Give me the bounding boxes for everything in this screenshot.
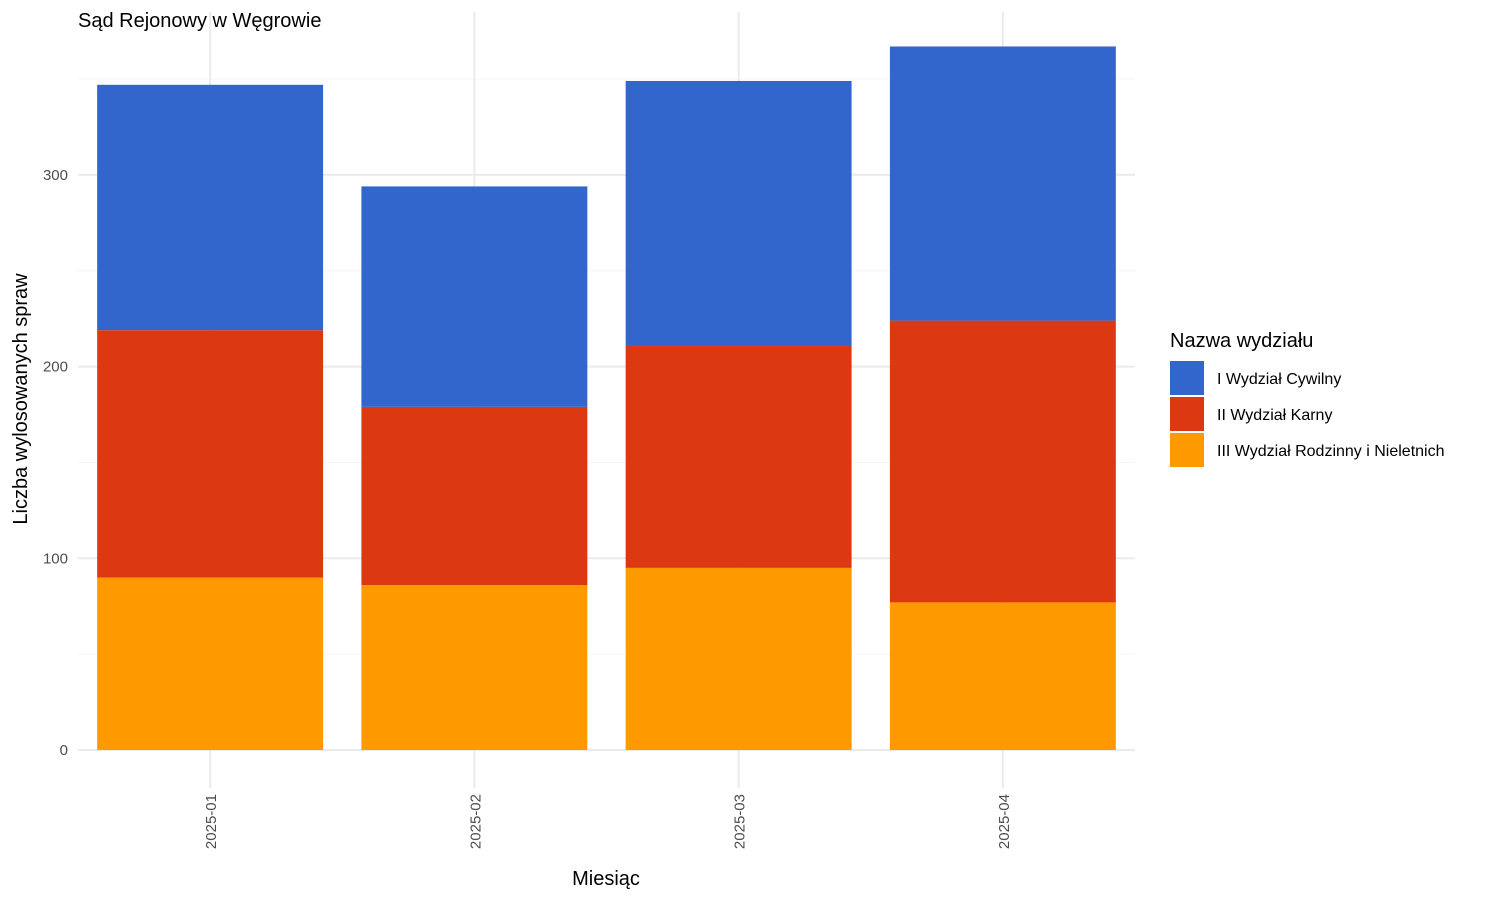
x-tick-label: 2025-01 (203, 794, 220, 849)
bar-segment-2025-02-series-2 (361, 186, 588, 407)
y-tick-label: 100 (43, 550, 68, 567)
x-tick-label: 2025-03 (732, 794, 749, 849)
legend-label: II Wydział Karny (1217, 407, 1332, 424)
bar-segment-2025-01-series-1 (97, 330, 324, 578)
bar-segment-2025-04-series-2 (889, 46, 1116, 321)
legend-title: Nazwa wydziału (1170, 330, 1313, 352)
x-tick-label: 2025-02 (467, 794, 484, 849)
legend-swatch (1170, 397, 1204, 431)
legend-label: I Wydział Cywilny (1217, 371, 1341, 388)
bar-segment-2025-03-series-0 (625, 567, 852, 750)
bar-segment-2025-02-series-1 (361, 406, 588, 586)
y-axis-title: Liczba wylosowanych spraw (10, 273, 32, 525)
bar-segment-2025-01-series-2 (97, 84, 324, 331)
bar-segment-2025-04-series-1 (889, 320, 1116, 603)
x-axis-title: Miesiąc (572, 868, 640, 890)
bars (97, 46, 1116, 750)
bar-segment-2025-01-series-0 (97, 577, 324, 750)
y-tick-label: 200 (43, 359, 68, 376)
y-axis-ticks: 0 100 200 300 (43, 167, 68, 759)
y-tick-label: 300 (43, 167, 68, 184)
bar-segment-2025-03-series-1 (625, 345, 852, 568)
chart-title: Sąd Rejonowy w Węgrowie (78, 10, 321, 32)
bar-segment-2025-02-series-0 (361, 585, 588, 750)
bar-segment-2025-03-series-2 (625, 80, 852, 346)
legend-swatch (1170, 361, 1204, 395)
legend: Nazwa wydziału I Wydział Cywilny II Wydzi… (1170, 330, 1445, 467)
x-tick-label: 2025-04 (996, 794, 1013, 849)
bar-segment-2025-04-series-0 (889, 602, 1116, 750)
legend-swatch (1170, 433, 1204, 467)
legend-label: III Wydział Rodzinny i Nieletnich (1217, 443, 1445, 460)
x-axis-ticks: 2025-01 2025-02 2025-03 2025-04 (203, 794, 1013, 849)
legend-items: I Wydział Cywilny II Wydział Karny III Wyd… (1170, 361, 1445, 467)
y-tick-label: 0 (60, 742, 68, 759)
